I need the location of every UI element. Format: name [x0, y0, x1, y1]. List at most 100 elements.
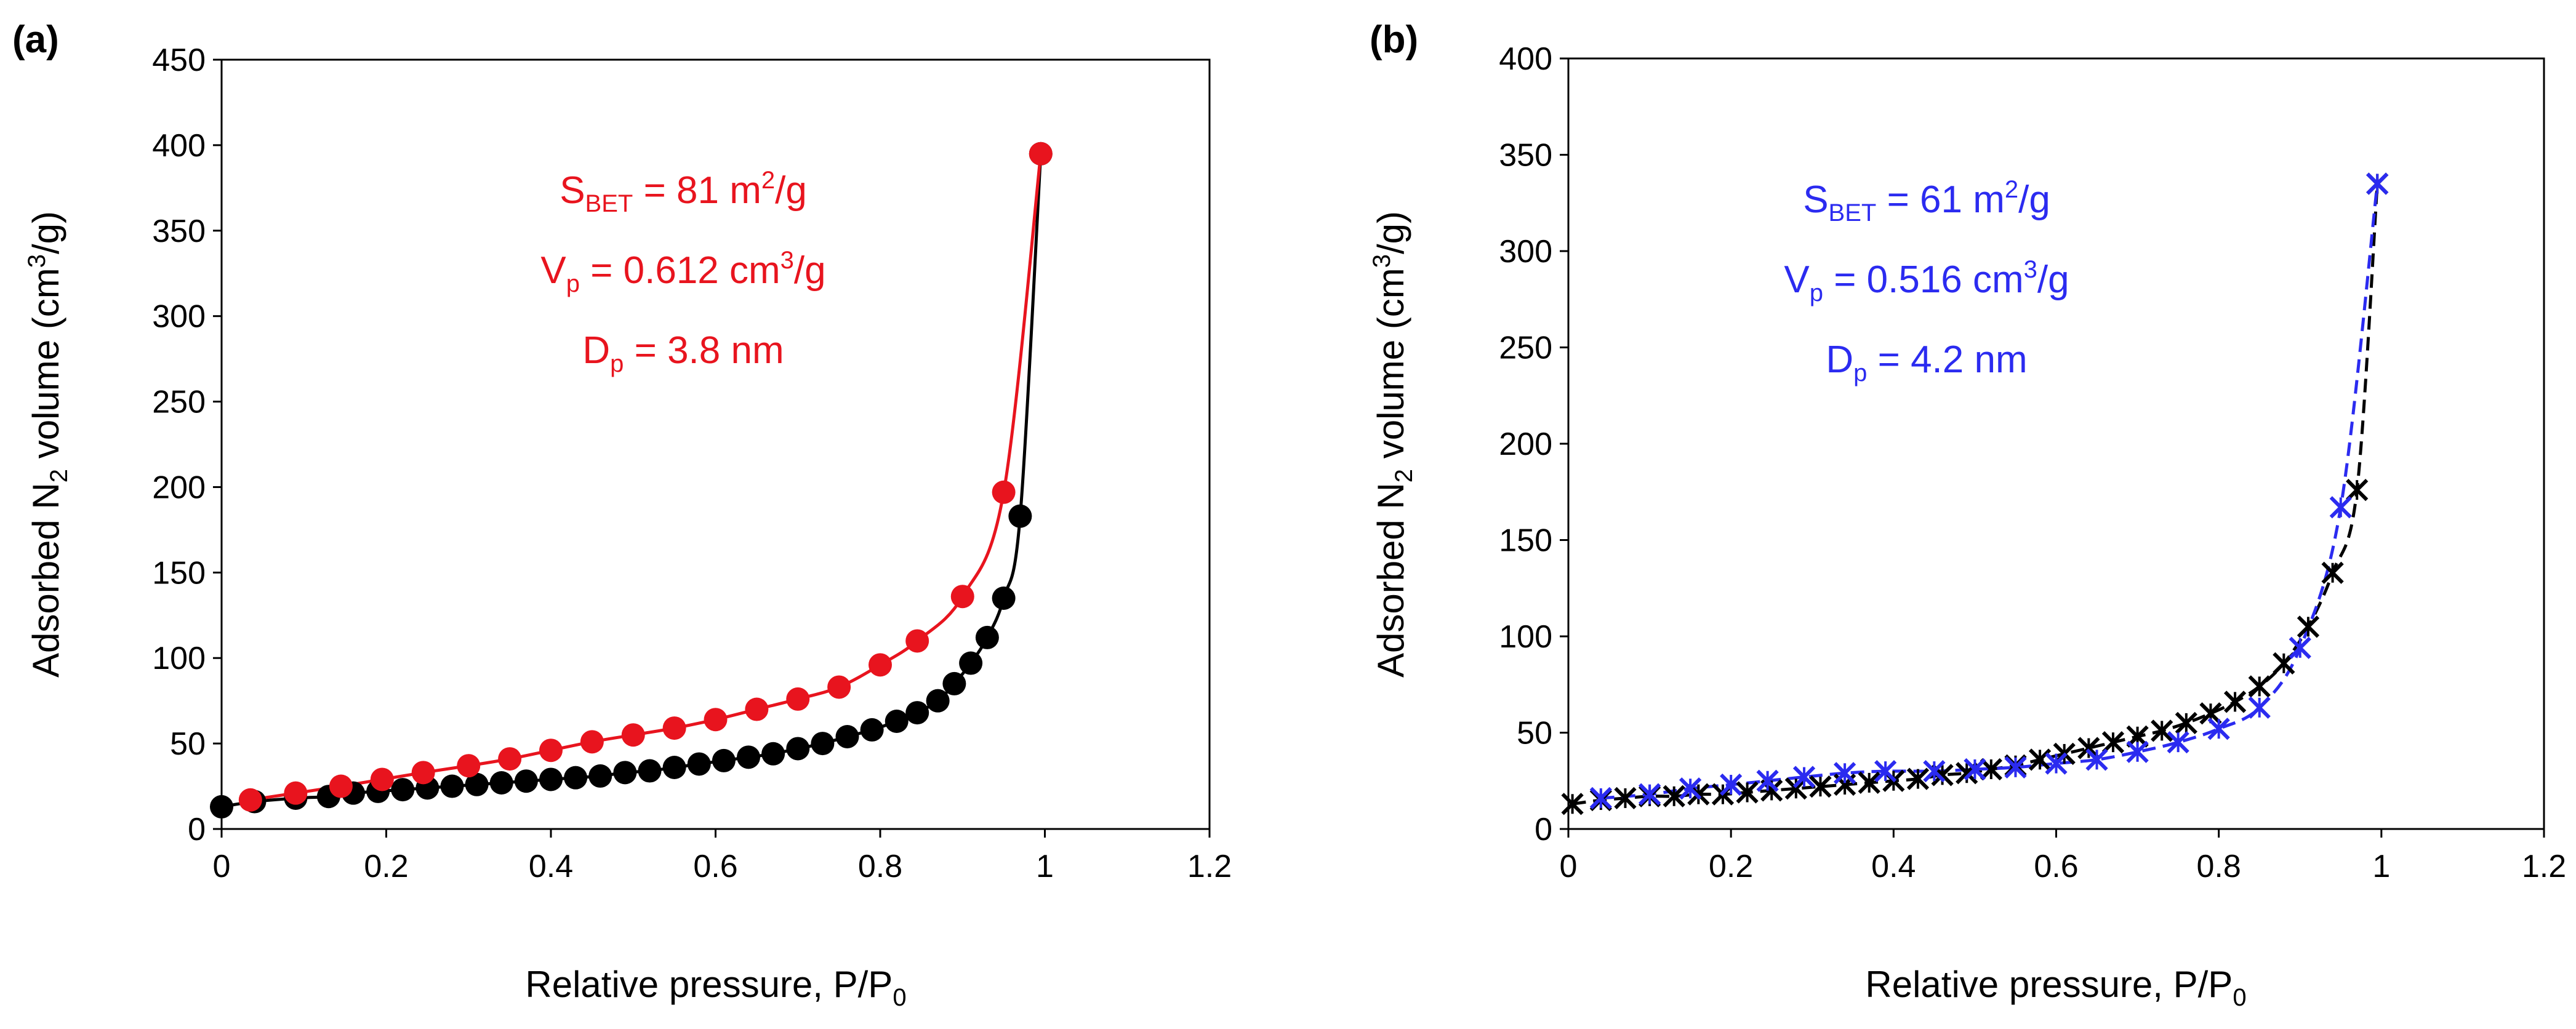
y-tick-label: 400 [1499, 41, 1552, 77]
panel-a-x-axis-label: Relative pressure, P/P0 [525, 964, 906, 1011]
series-1-point [539, 739, 563, 763]
y-tick-label: 0 [188, 812, 206, 847]
y-tick-label: 350 [152, 214, 206, 249]
series-0-point [514, 769, 538, 793]
series-1-point [2167, 731, 2189, 754]
annotation-line: Dp = 3.8 nm [582, 329, 784, 377]
series-0-point [885, 710, 909, 733]
annotation-line: Vp = 0.516 cm3/g [1784, 256, 2069, 306]
series-0-point [489, 771, 513, 795]
series-0-point [737, 745, 760, 769]
y-tick-label: 300 [1499, 234, 1552, 270]
x-tick-label: 0.2 [364, 849, 408, 884]
y-tick-label: 350 [1499, 138, 1552, 174]
series-0-point [2151, 719, 2173, 742]
panel-a-annotation: SBET = 81 m2/g Vp = 0.612 cm3/g Dp = 3.8 n… [540, 167, 825, 377]
series-1-point [992, 480, 1016, 504]
y-tick-label: 100 [1499, 619, 1552, 655]
annotation-line: Vp = 0.612 cm3/g [540, 247, 825, 297]
series-0-point [1858, 771, 1880, 795]
series-1-point [2004, 756, 2027, 779]
series-1-point [745, 697, 769, 721]
panel-b-y-axis-label: Adsorbed N2 volume (cm3/g) [1368, 211, 1418, 678]
y-tick-label: 400 [152, 128, 206, 164]
y-tick-label: 250 [1499, 330, 1552, 366]
series-1-point [2329, 496, 2352, 519]
panel-b-axes: 0 0.2 0.4 0.6 0.8 1 1.2 0 50 100 150 200 250 300 350 40… [1499, 41, 2566, 884]
chart-panel-b: (b) 0 0.2 0.4 0.6 0.8 1 1.2 0 50 100 150 200 250 300 3… [1368, 18, 2566, 1011]
panel-a-markers [210, 142, 1053, 819]
panel-b-markers [1561, 172, 2389, 815]
series-0-point [2101, 731, 2125, 754]
series-1-point [827, 675, 851, 699]
series-0-point [905, 701, 929, 725]
series-0-point [638, 759, 662, 783]
series-0-point [811, 732, 835, 756]
y-tick-label: 200 [1499, 426, 1552, 462]
annotation-line: SBET = 61 m2/g [1803, 176, 2050, 226]
y-tick-label: 200 [152, 470, 206, 505]
series-0-point [761, 742, 785, 766]
series-1-point [950, 585, 974, 609]
series-1-point [580, 730, 604, 754]
x-tick-label: 0.8 [858, 849, 902, 884]
y-tick-label: 100 [152, 641, 206, 676]
series-0-point [2346, 478, 2369, 502]
series-1-point [329, 774, 353, 798]
series-0-point [2248, 675, 2271, 698]
series-0-point [975, 625, 999, 649]
series-0-point [210, 795, 233, 819]
series-0-point [440, 774, 464, 798]
y-tick-label: 300 [152, 299, 206, 335]
series-1-point [2207, 718, 2230, 740]
series-1-point [1589, 787, 1612, 810]
series-0-point [2028, 748, 2052, 771]
series-1-point [2248, 696, 2271, 719]
series-1-point [2045, 752, 2068, 775]
panel-b-letter: (b) [1370, 18, 1418, 61]
series-0-point [959, 651, 983, 675]
series-0-point [786, 737, 810, 761]
y-tick-label: 250 [152, 385, 206, 420]
series-0-point [539, 767, 563, 791]
series-0-point [2077, 737, 2100, 759]
x-tick-label: 1 [1036, 849, 1054, 884]
series-0-point [1736, 781, 1759, 804]
x-tick-label: 1 [2372, 849, 2390, 884]
series-0-point [2297, 615, 2320, 638]
series-1-point [498, 747, 522, 771]
series-0-point [712, 748, 736, 772]
series-0-point [860, 718, 884, 742]
series-0-point [391, 778, 415, 802]
x-tick-label: 0.2 [1709, 849, 1753, 884]
series-0-point [613, 761, 637, 785]
series-0-point [1906, 767, 1930, 790]
series-0-point [1008, 504, 1032, 528]
series-1-point [457, 754, 481, 778]
series-1-point [621, 723, 645, 747]
series-0-point [465, 772, 489, 796]
panel-b-plot-frame [1567, 57, 2545, 830]
x-tick-label: 1.2 [2522, 849, 2566, 884]
series-0-point [1614, 787, 1637, 810]
series-1-point [1756, 769, 1779, 792]
x-tick-label: 0.6 [2034, 849, 2078, 884]
series-1-point [704, 708, 728, 732]
annotation-line: SBET = 81 m2/g [560, 167, 807, 217]
y-tick-label: 150 [1499, 523, 1552, 559]
x-tick-label: 1.2 [1187, 849, 1232, 884]
series-0-point [1980, 758, 2002, 781]
series-1-point [2085, 748, 2108, 771]
series-0-point [1663, 785, 1685, 807]
series-0-point [588, 764, 612, 788]
series-0-point [1561, 793, 1584, 815]
x-tick-label: 0.4 [1871, 849, 1916, 884]
y-tick-label: 0 [1535, 812, 1552, 847]
annotation-line: Dp = 4.2 nm [1826, 338, 2027, 386]
y-tick-label: 50 [170, 726, 206, 762]
x-tick-label: 0 [213, 849, 231, 884]
y-tick-label: 450 [152, 42, 206, 78]
series-1-point [2126, 740, 2149, 763]
panel-a-axes: 0 0.2 0.4 0.6 0.8 1 1.2 0 50 100 150 200 250 300 350 40… [152, 42, 1232, 884]
